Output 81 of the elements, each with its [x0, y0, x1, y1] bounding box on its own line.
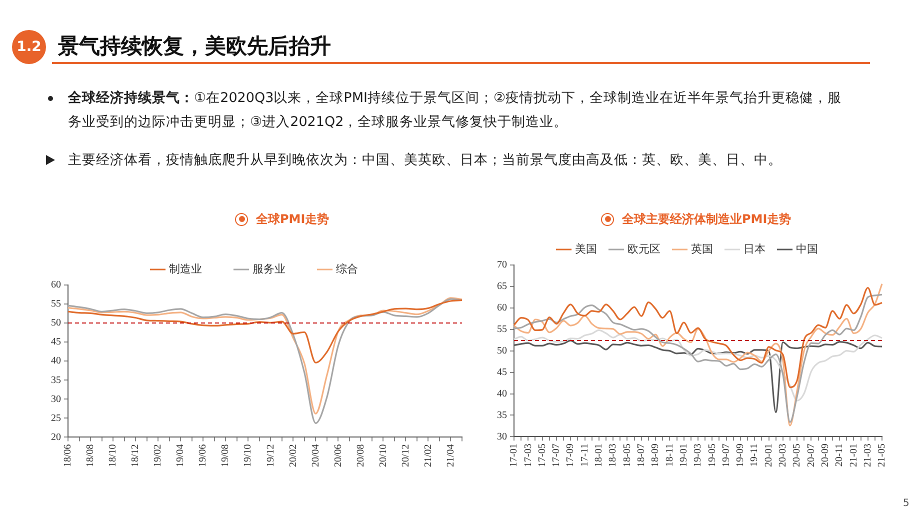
- x-tick-label: 21/02: [422, 444, 434, 468]
- y-tick-label: 40: [51, 356, 61, 367]
- x-tick-label: 19-03: [692, 444, 704, 468]
- legend-label: 制造业: [168, 262, 202, 276]
- x-tick-label: 17-11: [579, 444, 590, 467]
- x-tick-label: 18-03: [608, 444, 619, 468]
- y-tick-label: 70: [497, 260, 507, 271]
- legend-label: 英国: [690, 242, 713, 256]
- text: 1.2: [12, 30, 46, 64]
- y-tick-label: 25: [51, 412, 61, 424]
- x-tick-label: 20-07: [806, 444, 817, 468]
- x-tick-label: 19/02: [152, 444, 164, 468]
- x-tick-label: 21-03: [862, 444, 874, 468]
- x-tick-label: 20/12: [400, 444, 412, 468]
- text: 主要经济体看，疫情触底爬升从早到晚依次为：中国、美英欧、日本；当前景气度由高及低：英、欧、美、日、中。: [67, 151, 783, 170]
- y-tick-label: 30: [497, 431, 507, 442]
- x-tick-label: 17-07: [551, 444, 562, 468]
- x-tick-label: 20/08: [355, 444, 366, 468]
- line-series: [513, 329, 883, 402]
- y-tick-label: 35: [497, 410, 507, 421]
- x-tick-label: 19-05: [706, 444, 718, 468]
- y-tick-label: 45: [497, 366, 507, 378]
- x-tick-label: 18/08: [85, 444, 96, 468]
- x-tick-label: 17-01: [508, 444, 520, 468]
- x-tick-label: 18-09: [650, 444, 662, 468]
- y-tick-label: 65: [497, 281, 507, 292]
- x-tick-label: 19/08: [220, 444, 232, 468]
- y-tick-label: 55: [51, 298, 61, 310]
- x-tick-label: 18/12: [130, 444, 142, 468]
- x-tick-label: 19/04: [175, 444, 186, 468]
- x-tick-label: 19-09: [735, 444, 746, 468]
- x-tick-label: 19/06: [198, 444, 209, 468]
- y-tick-label: 20: [51, 432, 61, 443]
- text: 全球经济持续景气：: [68, 90, 194, 106]
- x-tick-label: 19-01: [678, 444, 690, 468]
- x-tick-label: 19-11: [749, 444, 760, 467]
- x-tick-label: 18-05: [622, 444, 633, 468]
- legend-label: 欧元区: [627, 243, 660, 256]
- x-tick-label: 21/04: [445, 444, 456, 468]
- x-tick-label: 21-05: [876, 444, 888, 468]
- line-series: [67, 299, 463, 364]
- legend-label: 中国: [796, 242, 818, 256]
- x-tick-label: 20/10: [378, 444, 389, 468]
- y-tick-label: 50: [51, 318, 61, 329]
- y-tick-label: 30: [51, 394, 61, 405]
- y-tick-label: 60: [497, 302, 507, 314]
- legend-label: 服务业: [252, 262, 286, 276]
- y-tick-label: 50: [497, 345, 507, 356]
- x-tick-label: 19/12: [265, 444, 276, 468]
- x-tick-label: 20/04: [310, 444, 322, 468]
- chart-title: 全球主要经济体制造业PMI走势: [622, 210, 792, 228]
- chart-title: 全球PMI走势: [256, 210, 330, 228]
- x-tick-label: 20/06: [332, 444, 344, 468]
- y-tick-label: 60: [51, 280, 61, 291]
- x-tick-label: 18/06: [62, 444, 74, 468]
- x-tick-label: 17-03: [522, 444, 534, 468]
- x-tick-label: 20/02: [288, 444, 299, 468]
- x-tick-label: 17-09: [565, 444, 576, 468]
- y-tick-label: 40: [497, 388, 507, 400]
- text: 5: [903, 498, 910, 509]
- x-tick-label: 20-05: [792, 444, 803, 468]
- legend-label: 美国: [574, 242, 597, 256]
- x-tick-label: 20-11: [834, 444, 846, 467]
- x-tick-label: 20-09: [820, 444, 832, 468]
- text: 景气持续恢复，美欧先后抬升: [58, 33, 331, 60]
- line-series: [513, 286, 883, 388]
- x-tick-label: 18-07: [636, 444, 648, 468]
- x-tick-label: 20-01: [763, 444, 774, 468]
- y-tick-label: 35: [51, 374, 61, 386]
- legend-label: 日本: [743, 242, 766, 256]
- x-tick-label: 17-05: [536, 444, 548, 468]
- x-tick-label: 18-11: [664, 444, 676, 467]
- x-tick-label: 18-01: [594, 444, 605, 468]
- x-tick-label: 21-01: [848, 444, 860, 468]
- y-tick-label: 55: [497, 324, 507, 335]
- x-tick-label: 20-03: [778, 444, 789, 468]
- y-tick-label: 45: [51, 336, 61, 348]
- legend-label: 综合: [336, 262, 358, 276]
- x-tick-label: 18/10: [108, 444, 119, 468]
- x-tick-label: 19/10: [242, 444, 254, 468]
- x-tick-label: 19-07: [720, 444, 732, 468]
